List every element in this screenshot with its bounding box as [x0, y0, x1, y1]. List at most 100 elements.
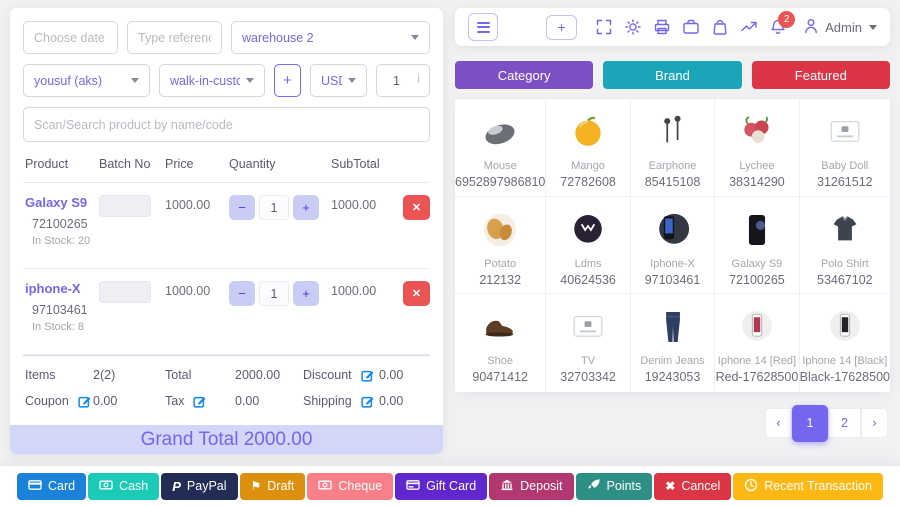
bell-icon[interactable]: 2: [769, 11, 796, 36]
product-name: Mouse: [483, 160, 517, 172]
coupon-label: Coupon: [25, 394, 69, 408]
coupon-value: 0.00: [93, 394, 118, 408]
quantity-value[interactable]: 1: [259, 281, 289, 306]
edit-shipping-button[interactable]: [361, 395, 374, 408]
cart-product-name[interactable]: Galaxy S9: [25, 195, 88, 210]
product-tile[interactable]: Galaxy S9 72100265: [715, 196, 800, 294]
product-name: Mango: [571, 160, 605, 172]
pagination: ‹ 1 2 ›: [765, 404, 888, 442]
edit-tax-button[interactable]: [193, 395, 206, 408]
biller-select-value: yousuf (aks): [34, 73, 103, 88]
product-tile[interactable]: Iphone-X 97103461: [630, 196, 716, 294]
cart-product-name[interactable]: iphone-X: [25, 281, 81, 296]
product-tile[interactable]: Baby Doll 31261512: [799, 99, 890, 197]
x-icon: ✖: [665, 479, 676, 493]
recent-transaction-button[interactable]: Recent Transaction: [733, 472, 883, 500]
product-code: 40624536: [560, 272, 616, 287]
paypal-button[interactable]: P PayPal: [161, 472, 238, 500]
product-tile[interactable]: Earphone 85415108: [630, 99, 716, 197]
product-tile[interactable]: Mango 72782608: [546, 99, 631, 197]
batch-no-input[interactable]: [99, 195, 151, 217]
briefcase-icon[interactable]: [682, 18, 700, 36]
product-tile[interactable]: Polo Shirt 53467102: [799, 196, 890, 294]
quantity-decrease-button[interactable]: −: [229, 281, 255, 306]
product-code: 6952897986810: [455, 175, 546, 189]
product-grid: Mouse 6952897986810 Mango 72782608 Earph…: [455, 99, 890, 392]
product-code: 90471412: [472, 370, 528, 384]
cheque-button[interactable]: Cheque: [307, 472, 394, 500]
trending-up-icon[interactable]: [740, 18, 758, 36]
payment-bar: Card Cash P PayPal ⚑ Draft Cheque Gift Card Depo…: [0, 466, 900, 506]
pagination-page-1[interactable]: 1: [792, 404, 828, 442]
lychee-image: [734, 110, 780, 154]
earphone-image: [650, 110, 696, 154]
cash-button[interactable]: Cash: [88, 472, 160, 500]
product-tile[interactable]: Mouse 6952897986810: [455, 99, 547, 197]
product-tile[interactable]: Denim Jeans 19243053: [630, 294, 716, 392]
product-tile[interactable]: Potato 212132: [455, 196, 547, 294]
quantity-increase-button[interactable]: +: [293, 281, 319, 306]
product-tile[interactable]: Lychee 38314290: [715, 99, 800, 197]
deposit-button[interactable]: Deposit: [489, 472, 574, 500]
warehouse-select[interactable]: warehouse 2: [231, 21, 430, 54]
shoe-image: [477, 305, 523, 349]
gift-card-button[interactable]: Gift Card: [395, 472, 488, 500]
admin-menu[interactable]: Admin: [802, 17, 877, 38]
filter-button-featured[interactable]: Featured: [751, 61, 890, 89]
filter-button-category[interactable]: Category: [455, 61, 594, 89]
edit-discount-button[interactable]: [361, 369, 374, 382]
edit-coupon-button[interactable]: [78, 395, 91, 408]
product-name: Ldms: [574, 257, 602, 270]
quantity-decrease-button[interactable]: −: [229, 195, 255, 220]
draft-button[interactable]: ⚑ Draft: [239, 472, 306, 500]
discount-value: 0.00: [379, 368, 404, 382]
potato-image: [477, 208, 523, 252]
total-label: Total: [165, 368, 192, 382]
product-search-input[interactable]: [23, 107, 430, 142]
add-customer-button[interactable]: +: [274, 64, 301, 97]
card-button[interactable]: Card: [17, 472, 87, 500]
product-tile[interactable]: Shoe 90471412: [455, 294, 547, 392]
pagination-page-2[interactable]: 2: [828, 408, 861, 438]
product-tile[interactable]: Ldms 40624536: [546, 196, 631, 294]
points-button[interactable]: Points: [575, 472, 653, 500]
reference-input[interactable]: [127, 21, 222, 54]
warehouse-select-value: warehouse 2: [242, 30, 314, 45]
pagination-next-button[interactable]: ›: [861, 408, 888, 438]
product-tile[interactable]: Iphone 14 [Red] Red-17628500: [715, 294, 800, 392]
product-tile[interactable]: TV 32703342: [546, 294, 631, 392]
cart-price: 1000.00: [165, 284, 211, 298]
quantity-increase-button[interactable]: +: [293, 195, 319, 220]
paypal-icon: P: [172, 479, 181, 494]
product-name: Iphone 14 [Red]: [717, 355, 797, 367]
customer-select[interactable]: walk-in-customer: [159, 64, 265, 97]
product-code: 32703342: [560, 370, 616, 384]
shopping-bag-icon[interactable]: [711, 18, 729, 36]
maximize-icon[interactable]: [595, 18, 613, 36]
items-label: Items: [25, 368, 56, 382]
quantity-value[interactable]: 1: [259, 195, 289, 220]
date-input[interactable]: [23, 21, 118, 54]
settings-icon[interactable]: [624, 18, 642, 36]
pagination-prev-button[interactable]: ‹: [765, 408, 792, 438]
remove-item-button[interactable]: ✕: [403, 281, 430, 306]
discount-label: Discount: [303, 368, 352, 382]
printer-icon[interactable]: [653, 18, 671, 36]
cancel-button[interactable]: ✖ Cancel: [654, 472, 732, 500]
product-code: 38314290: [729, 175, 785, 189]
bank-icon: [500, 478, 514, 495]
add-button[interactable]: +: [546, 14, 578, 40]
mango-image: [565, 110, 611, 154]
currency-select[interactable]: USD: [310, 64, 367, 97]
exchange-rate-input[interactable]: [376, 64, 430, 97]
product-tile[interactable]: Iphone 14 [Black] Black-17628500: [799, 294, 890, 392]
remove-item-button[interactable]: ✕: [403, 195, 430, 220]
exchange-rate-suffix: i: [417, 72, 420, 86]
biller-select[interactable]: yousuf (aks): [23, 64, 150, 97]
filter-button-brand[interactable]: Brand: [603, 61, 742, 89]
lion-image: [565, 208, 611, 252]
product-code: 31261512: [817, 175, 873, 189]
cash-icon: [318, 478, 333, 495]
menu-toggle-button[interactable]: [468, 13, 498, 41]
batch-no-input[interactable]: [99, 281, 151, 303]
